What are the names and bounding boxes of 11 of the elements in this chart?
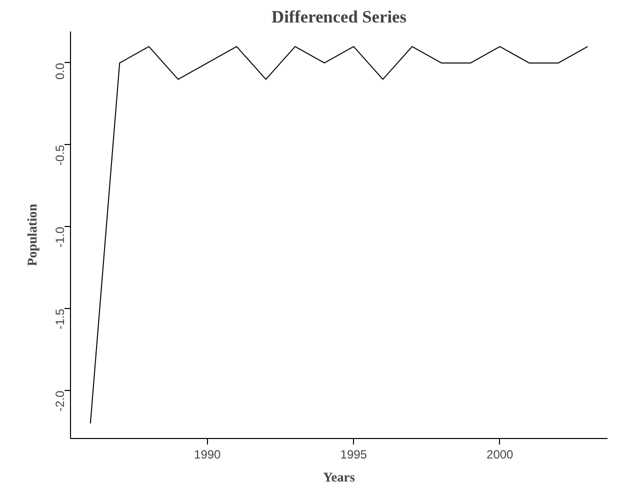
x-tick-label: 2000 (486, 448, 514, 462)
y-tick-label: -1.5 (53, 308, 67, 330)
y-tick-label: -0.5 (53, 144, 67, 166)
x-tick-label: 1995 (340, 448, 368, 462)
y-tick-label: -1.0 (53, 226, 67, 248)
x-tick-label: 1990 (194, 448, 222, 462)
chart-title: Differenced Series (272, 8, 407, 26)
y-axis-title: Population (24, 203, 40, 266)
x-axis-title: Years (323, 470, 355, 484)
y-tick-label: 0.0 (53, 62, 67, 80)
y-tick-label: -2.0 (53, 390, 67, 412)
